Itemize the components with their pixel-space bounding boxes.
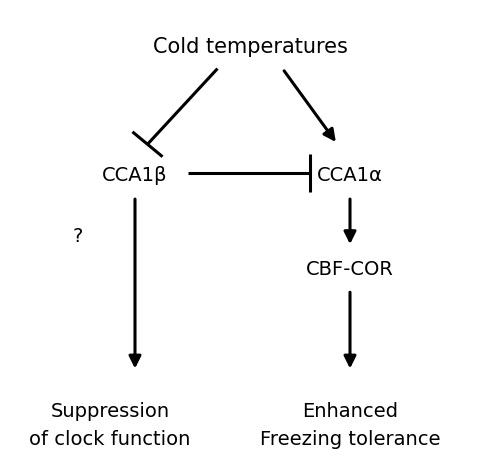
- Text: Cold temperatures: Cold temperatures: [152, 37, 348, 57]
- Text: ?: ?: [72, 227, 83, 246]
- Text: CCA1α: CCA1α: [317, 166, 383, 184]
- Text: CBF-COR: CBF-COR: [306, 260, 394, 279]
- Text: Enhanced
Freezing tolerance: Enhanced Freezing tolerance: [260, 402, 440, 449]
- Text: Suppression
of clock function: Suppression of clock function: [30, 402, 190, 449]
- Text: CCA1β: CCA1β: [102, 166, 168, 184]
